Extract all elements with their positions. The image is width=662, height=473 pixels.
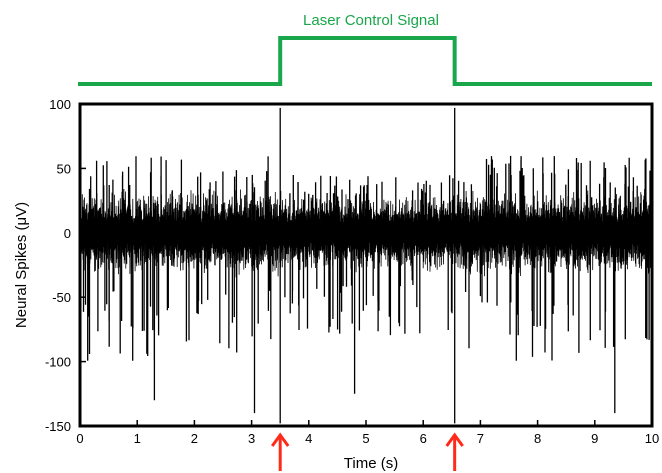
x-tick-label: 6 — [420, 431, 427, 446]
x-tick-label: 5 — [362, 431, 369, 446]
x-tick-label: 4 — [305, 431, 312, 446]
event-marker-arrow — [445, 432, 464, 471]
laser-control: Laser Control Signal — [78, 12, 652, 86]
y-axis-label: Neural Spikes (μV) — [13, 202, 30, 328]
signal-trace — [79, 107, 653, 424]
x-axis-label: Time (s) — [344, 455, 398, 472]
y-tick-label: 50 — [57, 161, 71, 176]
y-tick-label: 100 — [49, 97, 71, 112]
y-tick-label: -50 — [52, 290, 71, 305]
x-tick-label: 9 — [591, 431, 598, 446]
y-tick-label: -100 — [45, 355, 71, 370]
event-marker-arrow — [270, 432, 290, 471]
y-tick-label: 0 — [64, 226, 71, 241]
trace-spikes — [80, 107, 652, 424]
laser-control-line — [78, 36, 652, 86]
x-tick-label: 0 — [76, 431, 83, 446]
x-tick-label: 7 — [477, 431, 484, 446]
laser-control-label: Laser Control Signal — [303, 12, 439, 29]
x-tick-label: 3 — [248, 431, 255, 446]
x-tick-label: 1 — [134, 431, 141, 446]
x-axis: 0 1 2 3 4 5 6 7 8 9 10 — [76, 420, 659, 446]
y-axis: 100 50 0 -50 -100 -150 — [45, 97, 86, 434]
y-tick-label: -150 — [45, 419, 71, 434]
event-markers — [270, 432, 464, 471]
x-tick-label: 10 — [645, 431, 659, 446]
x-tick-label: 2 — [191, 431, 198, 446]
x-tick-label: 8 — [534, 431, 541, 446]
